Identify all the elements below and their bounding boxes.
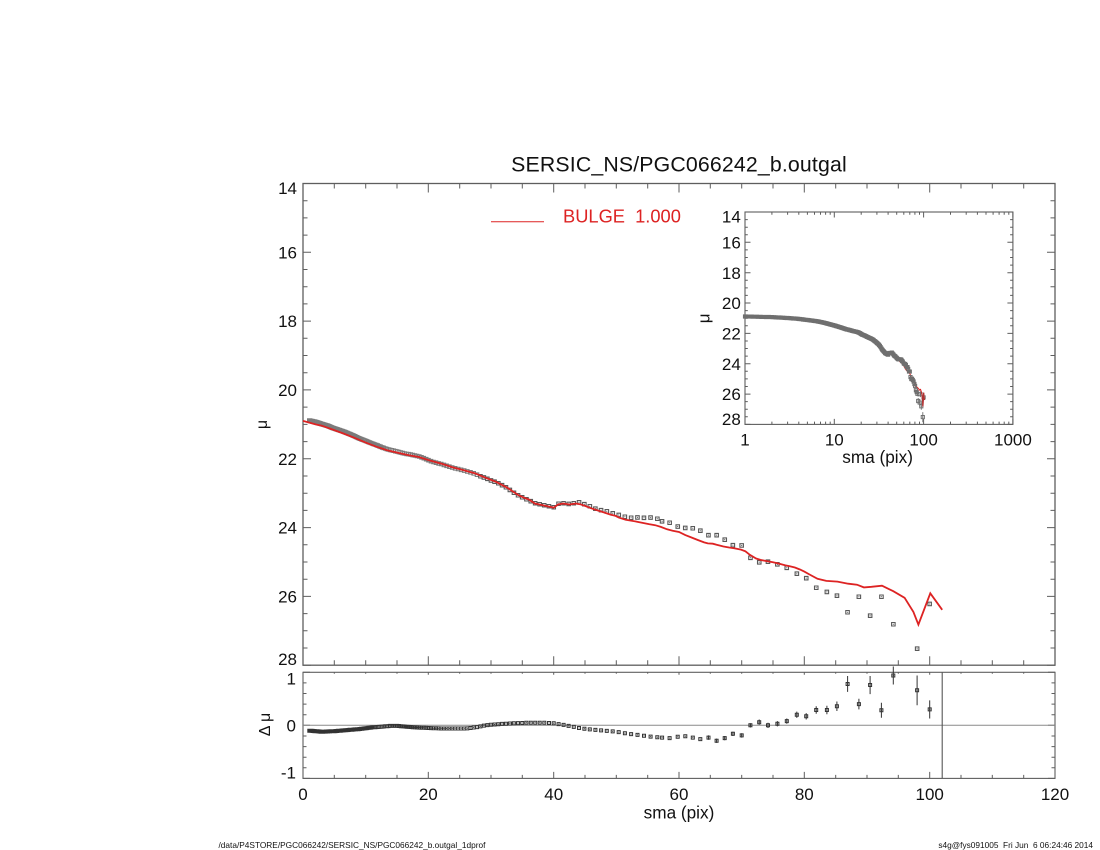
svg-text:14: 14 <box>278 179 297 198</box>
svg-text:28: 28 <box>278 650 297 669</box>
svg-text:Δ μ: Δ μ <box>257 713 274 736</box>
svg-text:sma (pix): sma (pix) <box>842 447 913 467</box>
svg-text:0: 0 <box>298 785 307 804</box>
svg-text:μ: μ <box>254 420 271 429</box>
svg-text:BULGE 1.000: BULGE 1.000 <box>563 205 681 226</box>
svg-text:22: 22 <box>722 325 741 344</box>
svg-text:60: 60 <box>670 785 689 804</box>
svg-text:/data/P4STORE/PGC066242/SERSIC: /data/P4STORE/PGC066242/SERSIC_NS/PGC066… <box>219 840 487 850</box>
svg-text:28: 28 <box>722 410 741 429</box>
svg-text:14: 14 <box>722 208 741 227</box>
svg-text:80: 80 <box>795 785 814 804</box>
svg-text:22: 22 <box>278 450 297 469</box>
svg-text:SERSIC_NS/PGC066242_b.outgal: SERSIC_NS/PGC066242_b.outgal <box>511 152 847 176</box>
svg-text:10: 10 <box>825 431 844 450</box>
svg-text:s4g@fys091005 Fri Jun 6 06:2: s4g@fys091005 Fri Jun 6 06:24:46 2014 <box>938 840 1093 850</box>
svg-text:20: 20 <box>419 785 438 804</box>
svg-text:μ: μ <box>694 314 713 324</box>
svg-text:sma (pix): sma (pix) <box>644 802 715 822</box>
svg-text:18: 18 <box>722 264 741 283</box>
svg-text:0: 0 <box>287 717 296 736</box>
svg-text:1: 1 <box>287 669 296 688</box>
svg-text:1000: 1000 <box>994 431 1032 450</box>
svg-text:24: 24 <box>722 355 741 374</box>
svg-text:24: 24 <box>278 519 297 538</box>
svg-text:18: 18 <box>278 312 297 331</box>
svg-text:20: 20 <box>722 294 741 313</box>
svg-text:26: 26 <box>722 385 741 404</box>
svg-text:16: 16 <box>722 233 741 252</box>
svg-text:26: 26 <box>278 588 297 607</box>
svg-text:-1: -1 <box>281 763 296 782</box>
svg-text:120: 120 <box>1041 785 1069 804</box>
svg-text:1: 1 <box>740 431 749 450</box>
svg-text:100: 100 <box>909 431 937 450</box>
svg-text:20: 20 <box>278 381 297 400</box>
svg-text:100: 100 <box>916 785 944 804</box>
svg-text:16: 16 <box>278 243 297 262</box>
svg-text:40: 40 <box>544 785 563 804</box>
